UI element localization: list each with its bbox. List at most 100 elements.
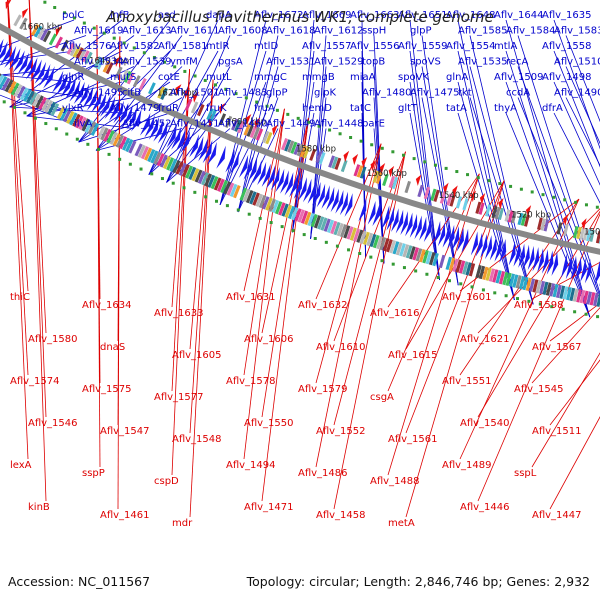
forward-gene-label: ccdA (506, 88, 530, 99)
forward-gene-label: Aflv_1483 (218, 88, 268, 99)
forward-gene-label: Aflv_1584 (506, 26, 556, 37)
forward-gene-label: Aflv_1529 (314, 57, 364, 68)
reverse-leader-line (315, 143, 382, 300)
reverse-gene-label: Aflv_1616 (370, 308, 420, 319)
forward-leader-line (148, 112, 219, 176)
reverse-gene-label: Aflv_1489 (442, 460, 492, 471)
forward-gene-label: Aflv_1448 (314, 119, 364, 130)
reverse-leader-line (387, 173, 480, 308)
forward-gene-label: Aflv_1559 (398, 41, 448, 52)
forward-leader-line (457, 50, 515, 300)
forward-gene-label: spoVS (410, 57, 441, 68)
forward-gene-label: Aflv_1557 (302, 41, 352, 52)
forward-gene-label: Aflv_1648 (446, 10, 496, 21)
reverse-leader-line (477, 213, 600, 502)
reverse-leader-line (171, 69, 191, 392)
forward-gene-label: Aflv_1612 (314, 26, 364, 37)
forward-gene-label: mutL (206, 72, 232, 83)
reverse-gene-label: Aflv_1615 (388, 350, 438, 361)
forward-gene-label: gltT (398, 103, 418, 114)
forward-leader-line (565, 97, 600, 167)
kbp-tick-label: 1560 kbp (367, 169, 407, 179)
inner-tick-row (43, 0, 599, 209)
forward-gene-label: glpP (410, 26, 432, 37)
forward-gene-label: mtlD (254, 41, 278, 52)
forward-leader-line (0, 19, 75, 49)
reverse-gene-label: Aflv_1631 (226, 292, 276, 303)
forward-gene-label: Aflv_1531 (266, 57, 316, 68)
reverse-gene-label: sspP (82, 468, 105, 479)
forward-gene-label: Aflv_1672 (254, 10, 304, 21)
forward-gene-label: Aflv_1452 (122, 119, 172, 130)
kbp-tick-label: 1520 kbp (511, 210, 551, 220)
reverse-gene-label: Aflv_1447 (532, 510, 582, 521)
reverse-gene-label: cspD (154, 476, 179, 487)
forward-gene-label: glnA (446, 72, 468, 83)
forward-leader-line (505, 112, 591, 318)
reverse-gene-label: Aflv_1632 (298, 300, 348, 311)
reverse-gene-label: Aflv_1547 (100, 426, 150, 437)
forward-gene-label: Aflv_1618 (266, 26, 316, 37)
forward-gene-label: Aflv_1535 (458, 57, 508, 68)
reverse-leader-line (315, 143, 382, 384)
reverse-gene-label: Aflv_1548 (172, 434, 222, 445)
forward-gene-label: tkt (458, 88, 472, 99)
reverse-leader-line (189, 79, 214, 434)
forward-gene-label: spoVK (398, 72, 430, 83)
reverse-leader-line (243, 108, 285, 376)
forward-gene-label: dfrA (542, 103, 563, 114)
reverse-leader-line (405, 180, 505, 518)
reverse-gene-label: Aflv_1561 (388, 434, 438, 445)
forward-gene-label: ylxR (62, 103, 84, 114)
forward-gene-label: Aflv_1582 (110, 41, 160, 52)
reverse-gene-label: Aflv_1606 (244, 334, 294, 345)
forward-gene-label: polC (62, 10, 84, 21)
forward-gene-label: pgsA (218, 57, 243, 68)
forward-gene-label: glnR (62, 72, 84, 83)
forward-gene-label: Aflv_1613 (122, 26, 172, 37)
reverse-leader-line (531, 307, 600, 384)
forward-leader-line (237, 35, 279, 213)
forward-gene-label: mmgB (302, 72, 335, 83)
reverse-gene-label: Aflv_1578 (226, 376, 276, 387)
forward-gene-label: dapA (206, 10, 232, 21)
forward-gene-label: asd (158, 10, 176, 21)
forward-gene-label: sspH (362, 26, 386, 37)
forward-gene-label: ilvA (74, 119, 92, 130)
reverse-gene-label: Aflv_1511 (532, 426, 582, 437)
reverse-gene-label: Aflv_1486 (298, 468, 348, 479)
genome-summary: Topology: circular; Length: 2,846,746 bp… (246, 574, 590, 589)
forward-gene-label: Aflv_1663 (350, 10, 400, 21)
forward-gene-label: Aflv_1509 (494, 72, 544, 83)
reverse-gene-label: sspL (514, 468, 537, 479)
forward-leader-line (310, 66, 327, 240)
forward-gene-label: Aflv_1534 (74, 57, 124, 68)
accession-label: Accession: NC_011567 (8, 574, 151, 589)
reverse-gene-label: Aflv_1634 (82, 300, 132, 311)
reverse-gene-label: Aflv_1488 (370, 476, 420, 487)
forward-leader-line (0, 66, 87, 76)
forward-leader-line (553, 112, 600, 204)
forward-gene-label: Aflv_1619 (74, 26, 124, 37)
forward-gene-label: Aflv_1449 (266, 119, 316, 130)
forward-gene-label: fruA (254, 103, 275, 114)
forward-gene-label: Aflv_1450 (218, 119, 268, 130)
reverse-gene-label: thiC (10, 292, 30, 303)
reverse-leader-line (549, 302, 600, 342)
reverse-gene-label: dnaS (100, 342, 125, 353)
kbp-tick-label: 1500 kbp (584, 227, 600, 237)
forward-gene-label: Aflv_1611 (170, 26, 220, 37)
reverse-gene-label: Aflv_1621 (460, 334, 510, 345)
forward-gene-label: Aflv_1581 (158, 41, 208, 52)
forward-gene-label: Aflv_1669 (302, 10, 352, 21)
reverse-gene-label: Aflv_1575 (82, 384, 132, 395)
forward-gene-label: Aflv_1451 (170, 119, 220, 130)
forward-leader-line (219, 19, 267, 205)
reverse-gene-label: Aflv_1494 (226, 460, 276, 471)
forward-gene-label: Aflv_1576 (62, 41, 112, 52)
kbp-tick-label: 1540 kbp (439, 191, 479, 201)
reverse-gene-label: mdr (172, 518, 193, 529)
reverse-gene-label: lexA (10, 460, 32, 471)
